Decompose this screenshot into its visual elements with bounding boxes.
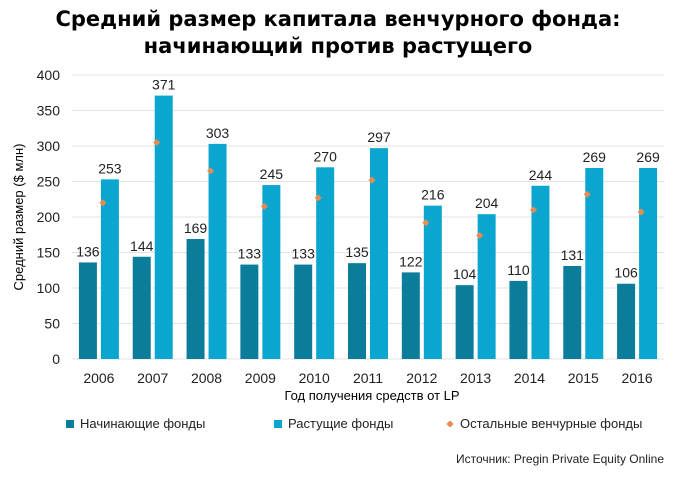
y-tick-label: 400	[37, 67, 61, 83]
chart-title: Средний размер капитала венчурного фонда…	[0, 6, 676, 60]
bar-growing-funds	[477, 214, 496, 359]
y-tick-label: 250	[37, 174, 61, 190]
data-label-growing: 371	[152, 77, 176, 93]
y-tick-label: 150	[37, 245, 61, 261]
x-axis-label: Год получения средств от LP	[284, 388, 459, 403]
bar-growing-funds	[423, 205, 442, 359]
y-tick-label: 200	[37, 209, 61, 225]
x-axis-ticks: 2006 2007 2008 2009 2010 2011 2012 2013 2014 2015…	[83, 370, 653, 386]
bar-growing-funds	[316, 167, 335, 359]
data-label-growing: 270	[314, 148, 338, 164]
marker-other-funds	[207, 167, 215, 175]
marker-other-funds	[637, 208, 645, 216]
data-label-beginning: 106	[614, 265, 638, 281]
bar-beginning-funds	[563, 265, 582, 359]
bar-beginning-funds	[509, 280, 528, 359]
data-label-beginning: 122	[399, 253, 423, 269]
bar-beginning-funds	[294, 264, 313, 359]
bar-chart: 0 50 100 150 200 250 300 350 400 136 253 144 371 169…	[11, 67, 664, 431]
data-label-growing: 253	[98, 160, 122, 176]
bars	[78, 95, 658, 359]
y-tick-label: 0	[52, 351, 60, 367]
y-tick-label: 50	[44, 316, 60, 332]
marker-other-funds	[368, 176, 376, 184]
data-label-growing: 269	[583, 149, 607, 165]
legend-swatch	[446, 420, 454, 428]
bar-growing-funds	[531, 185, 550, 359]
y-tick-label: 100	[37, 280, 61, 296]
bar-beginning-funds	[132, 256, 151, 359]
legend-swatch	[66, 420, 74, 428]
data-label-growing: 297	[367, 129, 391, 145]
bar-beginning-funds	[401, 272, 420, 359]
source-note: Источник: Pregin Private Equity Online	[456, 452, 664, 466]
legend-label: Начинающие фонды	[80, 416, 205, 431]
bar-growing-funds	[100, 179, 119, 359]
bar-growing-funds	[585, 168, 604, 359]
bar-beginning-funds	[348, 263, 366, 359]
data-label-growing: 303	[206, 125, 230, 141]
y-tick-label: 300	[37, 138, 61, 154]
x-tick-label: 2008	[191, 370, 222, 386]
data-label-beginning: 136	[76, 243, 100, 259]
x-tick-label: 2012	[406, 370, 437, 386]
chart-title-line-1: Средний размер капитала венчурного фонда…	[55, 7, 621, 31]
marker-other-funds	[99, 199, 107, 207]
legend: Начинающие фонды Растущие фонды Остальные …	[66, 416, 642, 431]
data-label-growing: 244	[529, 167, 553, 183]
data-label-beginning: 135	[345, 244, 369, 260]
data-label-growing: 216	[421, 187, 445, 203]
legend-label: Растущие фонды	[288, 416, 393, 431]
legend-label: Остальные венчурные фонды	[460, 416, 642, 431]
x-tick-label: 2009	[245, 370, 276, 386]
bar-beginning-funds	[240, 264, 259, 359]
marker-other-funds	[260, 202, 268, 210]
data-label-beginning: 131	[561, 247, 585, 263]
x-tick-label: 2006	[83, 370, 114, 386]
x-tick-label: 2015	[568, 370, 599, 386]
data-labels: 136 253 144 371 169 303 133 245 133 270 135 297 122 2…	[76, 77, 660, 283]
other-funds-markers	[99, 138, 645, 239]
x-tick-label: 2014	[514, 370, 545, 386]
bar-growing-funds	[262, 185, 281, 359]
y-axis-label: Средний размер ($ млн)	[11, 144, 26, 291]
data-label-growing: 245	[260, 166, 284, 182]
marker-other-funds	[476, 231, 484, 239]
x-tick-label: 2011	[353, 370, 383, 386]
legend-swatch	[274, 420, 282, 428]
x-tick-label: 2016	[622, 370, 653, 386]
data-label-beginning: 110	[507, 262, 530, 278]
x-tick-label: 2010	[299, 370, 330, 386]
y-tick-label: 350	[37, 103, 61, 119]
bar-beginning-funds	[455, 285, 474, 359]
marker-other-funds	[153, 138, 161, 146]
marker-other-funds	[314, 194, 322, 202]
y-axis-ticks: 0 50 100 150 200 250 300 350 400	[37, 67, 61, 367]
data-label-beginning: 133	[238, 246, 262, 262]
bar-growing-funds	[370, 148, 388, 359]
chart-title-line-2: начинающий против растущего	[143, 34, 533, 58]
x-tick-label: 2007	[137, 370, 168, 386]
bar-growing-funds	[639, 168, 658, 359]
bar-beginning-funds	[186, 239, 205, 359]
bar-growing-funds	[208, 143, 227, 359]
data-label-beginning: 104	[453, 266, 477, 282]
bar-growing-funds	[154, 95, 173, 359]
data-label-beginning: 169	[184, 220, 208, 236]
bar-beginning-funds	[78, 262, 97, 359]
bar-beginning-funds	[617, 283, 636, 359]
marker-other-funds	[529, 206, 537, 214]
data-label-growing: 204	[475, 195, 499, 211]
data-label-growing: 269	[636, 149, 660, 165]
data-label-beginning: 144	[130, 238, 154, 254]
marker-other-funds	[583, 190, 591, 198]
data-label-beginning: 133	[292, 246, 316, 262]
x-tick-label: 2013	[460, 370, 491, 386]
marker-other-funds	[422, 219, 430, 227]
